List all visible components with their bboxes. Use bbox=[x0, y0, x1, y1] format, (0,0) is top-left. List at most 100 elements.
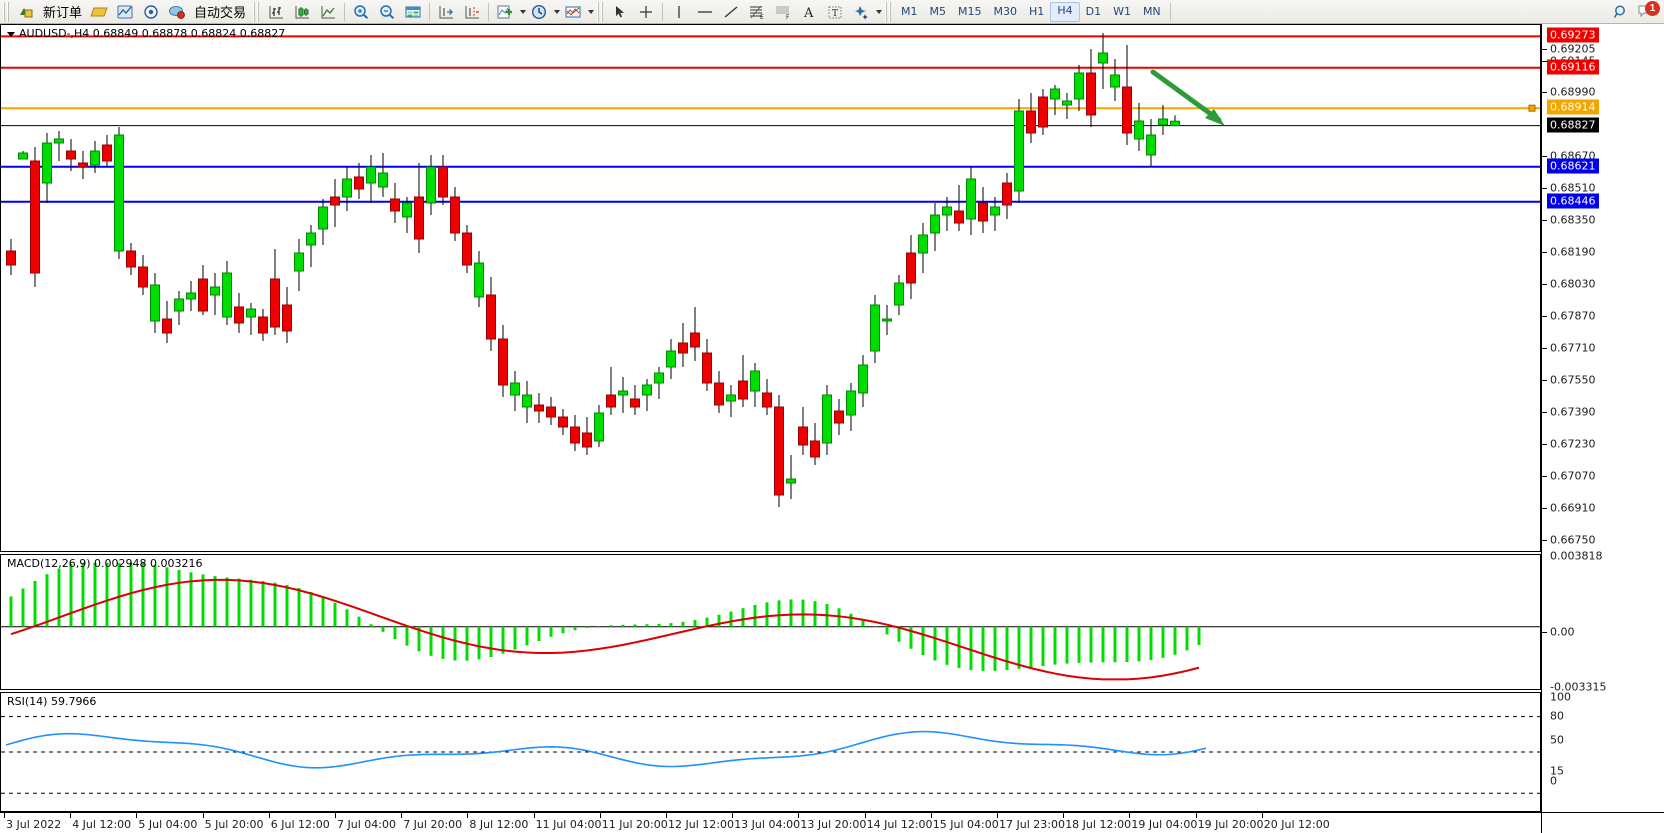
time-tick bbox=[70, 813, 72, 818]
price-tick bbox=[1542, 412, 1547, 413]
timeframe-m15[interactable]: M15 bbox=[958, 4, 982, 18]
vertical-line-icon[interactable] bbox=[666, 1, 692, 23]
down-trend-arrow bbox=[1150, 69, 1225, 126]
candle-body bbox=[462, 232, 472, 266]
fibonacci-icon[interactable]: E bbox=[744, 1, 770, 23]
price-axis[interactable]: 0.692050.691450.689900.686700.685100.683… bbox=[1541, 24, 1664, 812]
price-tick bbox=[1542, 252, 1547, 253]
data-window-icon[interactable] bbox=[400, 1, 426, 23]
time-tick bbox=[533, 813, 535, 818]
main-price-pane[interactable]: AUDUSD-,H4 0.68849 0.68878 0.68824 0.688… bbox=[0, 24, 1541, 552]
chevron-down-icon-2[interactable] bbox=[554, 9, 561, 14]
candle-body bbox=[270, 278, 280, 328]
terminal-icon[interactable] bbox=[164, 1, 190, 23]
candlestick-chart-icon[interactable] bbox=[289, 1, 315, 23]
candle-body bbox=[738, 380, 748, 400]
candle-body bbox=[930, 214, 940, 234]
price-tick-label: 0.66750 bbox=[1550, 533, 1596, 547]
candle-body bbox=[162, 318, 172, 334]
time-tick bbox=[202, 813, 204, 818]
time-tick-label: 19 Jul 20:00 bbox=[1197, 818, 1264, 831]
candle-body bbox=[78, 162, 88, 168]
cursor-icon[interactable] bbox=[607, 1, 633, 23]
bar-chart-icon[interactable] bbox=[263, 1, 289, 23]
candle-body bbox=[966, 178, 976, 220]
macd-pane[interactable]: MACD(12,26,9) 0.002948 0.003216 bbox=[0, 554, 1541, 690]
folder-icon[interactable] bbox=[86, 1, 112, 23]
timeframe-h4[interactable]: H4 bbox=[1050, 1, 1080, 22]
candle-body bbox=[306, 232, 316, 246]
timeframe-h1[interactable]: H1 bbox=[1029, 4, 1045, 18]
price-label-resistance-line[interactable]: 0.69116 bbox=[1547, 59, 1599, 75]
rsi-pane[interactable]: RSI(14) 59.7966 bbox=[0, 692, 1541, 812]
timeframe-m30[interactable]: M30 bbox=[993, 4, 1018, 18]
candle-body bbox=[330, 196, 340, 206]
price-label-pivot-line[interactable]: 0.68914 bbox=[1547, 99, 1599, 115]
candle-body bbox=[522, 394, 532, 408]
timeframe-m1[interactable]: M1 bbox=[901, 4, 918, 18]
templates-icon[interactable] bbox=[560, 1, 586, 23]
alert-badge: 1 bbox=[1645, 0, 1660, 16]
chevron-down-icon-4[interactable] bbox=[876, 9, 883, 14]
shapes-icon[interactable] bbox=[848, 1, 874, 23]
candle-body bbox=[774, 406, 784, 496]
candle-body bbox=[990, 206, 1000, 216]
time-tick-label: 7 Jul 20:00 bbox=[403, 818, 463, 831]
rsi-svg bbox=[1, 716, 1540, 794]
indicators-icon[interactable] bbox=[492, 1, 518, 23]
auto-trading-label[interactable]: 自动交易 bbox=[194, 6, 247, 21]
macd-label: MACD(12,26,9) 0.002948 0.003216 bbox=[7, 557, 203, 570]
navigator-icon[interactable] bbox=[138, 1, 164, 23]
price-label-resistance-line[interactable]: 0.69273 bbox=[1547, 27, 1599, 43]
chart-shift-icon[interactable] bbox=[459, 1, 485, 23]
toolbar-separator bbox=[344, 2, 346, 21]
zoom-out-icon[interactable] bbox=[374, 1, 400, 23]
candle-body bbox=[234, 306, 244, 324]
chevron-down-icon-3[interactable] bbox=[588, 9, 595, 14]
timeframe-d1[interactable]: D1 bbox=[1085, 4, 1102, 18]
new-order-icon[interactable] bbox=[13, 1, 39, 23]
time-tick bbox=[930, 813, 932, 818]
time-tick-label: 13 Jul 20:00 bbox=[800, 818, 867, 831]
timeframe-w1[interactable]: W1 bbox=[1113, 4, 1131, 18]
time-tick bbox=[268, 813, 270, 818]
toolbar-grip-3[interactable] bbox=[597, 1, 605, 22]
auto-scroll-icon[interactable] bbox=[433, 1, 459, 23]
time-axis[interactable]: 3 Jul 2022 4 Jul 12:00 5 Jul 04:00 5 Jul 20… bbox=[0, 812, 1541, 833]
price-label-support-line[interactable]: 0.68621 bbox=[1547, 158, 1599, 174]
horizontal-line-icon[interactable] bbox=[692, 1, 718, 23]
price-label-current-price[interactable]: 0.68827 bbox=[1547, 117, 1599, 133]
main-toolbar: 新订单 自动交易 bbox=[0, 0, 1664, 24]
timeframe-mn[interactable]: MN bbox=[1142, 4, 1161, 18]
alert-icon[interactable]: 1 bbox=[1634, 0, 1660, 23]
collapse-triangle-icon[interactable] bbox=[7, 31, 15, 37]
new-order-label[interactable]: 新订单 bbox=[43, 6, 83, 21]
candle-body bbox=[1062, 100, 1072, 106]
crosshair-icon[interactable] bbox=[633, 1, 659, 23]
price-label-support-line[interactable]: 0.68446 bbox=[1547, 193, 1599, 209]
price-tick-label: 0.68350 bbox=[1550, 213, 1596, 227]
market-watch-icon[interactable] bbox=[112, 1, 138, 23]
toolbar-grip-2[interactable] bbox=[253, 1, 261, 22]
time-tick-label: 11 Jul 04:00 bbox=[535, 818, 602, 831]
chart-area[interactable]: AUDUSD-,H4 0.68849 0.68878 0.68824 0.688… bbox=[0, 24, 1664, 833]
candle-body bbox=[426, 166, 436, 204]
trendline-icon[interactable] bbox=[718, 1, 744, 23]
line-chart-icon[interactable] bbox=[315, 1, 341, 23]
rsi-axis-label: 80 bbox=[1550, 709, 1564, 723]
toolbar-grip-4[interactable] bbox=[885, 1, 893, 22]
text-icon[interactable]: A bbox=[796, 1, 822, 23]
candle-body bbox=[150, 284, 160, 322]
price-tick-label: 0.68030 bbox=[1550, 277, 1596, 291]
search-icon[interactable] bbox=[1608, 1, 1634, 23]
candle-body bbox=[210, 286, 220, 296]
toolbar-grip[interactable] bbox=[3, 1, 10, 22]
period-icon[interactable] bbox=[526, 1, 552, 23]
zoom-in-icon[interactable] bbox=[348, 1, 374, 23]
candle-body bbox=[546, 406, 556, 418]
candle-body bbox=[18, 152, 28, 160]
timeframe-m5[interactable]: M5 bbox=[929, 4, 947, 18]
text-label-icon[interactable]: T bbox=[822, 1, 848, 23]
chevron-down-icon[interactable] bbox=[520, 9, 527, 14]
equidistant-channel-icon[interactable]: F bbox=[770, 1, 796, 23]
